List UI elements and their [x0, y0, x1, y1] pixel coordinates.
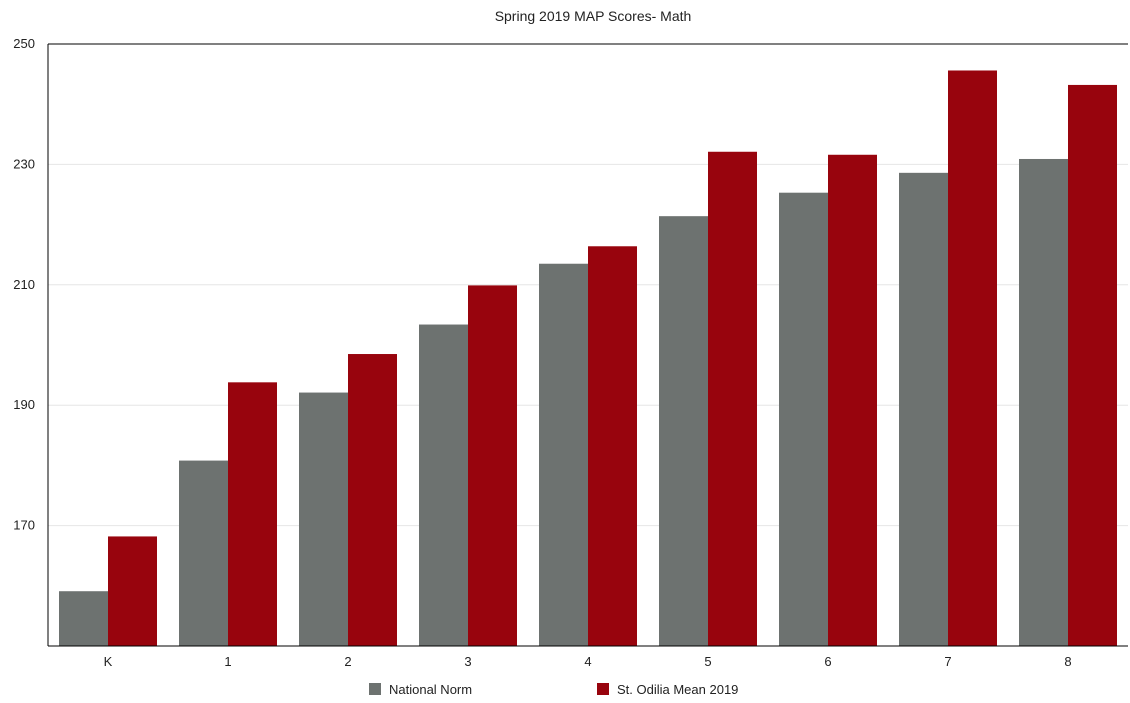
bars [59, 70, 1117, 647]
bar [659, 216, 708, 646]
x-tick-label: 3 [464, 654, 471, 669]
legend-label: St. Odilia Mean 2019 [617, 682, 738, 697]
y-tick-labels: 170 190 210 230 250 [13, 36, 35, 533]
bar [1068, 84, 1117, 647]
bar [539, 263, 588, 646]
bar [348, 354, 397, 646]
x-tick-label: 1 [224, 654, 231, 669]
y-tick-label: 190 [13, 397, 35, 412]
x-tick-label: 6 [824, 654, 831, 669]
bar [468, 285, 517, 646]
x-tick-label: 8 [1064, 654, 1071, 669]
legend-label: National Norm [389, 682, 472, 697]
bar [828, 154, 877, 646]
axes [47, 43, 1128, 647]
bar [228, 382, 277, 646]
bar [59, 591, 108, 646]
y-tick-label: 250 [13, 36, 35, 51]
bar [299, 392, 348, 646]
x-tick-label: K [104, 654, 113, 669]
bar [1019, 158, 1068, 646]
bar [179, 460, 228, 646]
bar [108, 536, 157, 646]
bar [779, 192, 828, 646]
legend-swatch [369, 683, 381, 695]
bar [419, 324, 468, 646]
x-tick-labels: K 1 2 3 4 5 6 7 8 [104, 654, 1072, 669]
legend: National Norm St. Odilia Mean 2019 [369, 682, 738, 697]
bar [899, 172, 948, 646]
x-tick-label: 7 [944, 654, 951, 669]
legend-swatch [597, 683, 609, 695]
bar [948, 70, 997, 647]
x-tick-label: 5 [704, 654, 711, 669]
bar [708, 151, 757, 646]
y-tick-label: 210 [13, 277, 35, 292]
y-tick-label: 230 [13, 156, 35, 171]
chart-title: Spring 2019 MAP Scores- Math [495, 8, 692, 24]
bar [588, 246, 637, 646]
x-tick-label: 2 [344, 654, 351, 669]
y-tick-label: 170 [13, 518, 35, 533]
x-tick-label: 4 [584, 654, 591, 669]
